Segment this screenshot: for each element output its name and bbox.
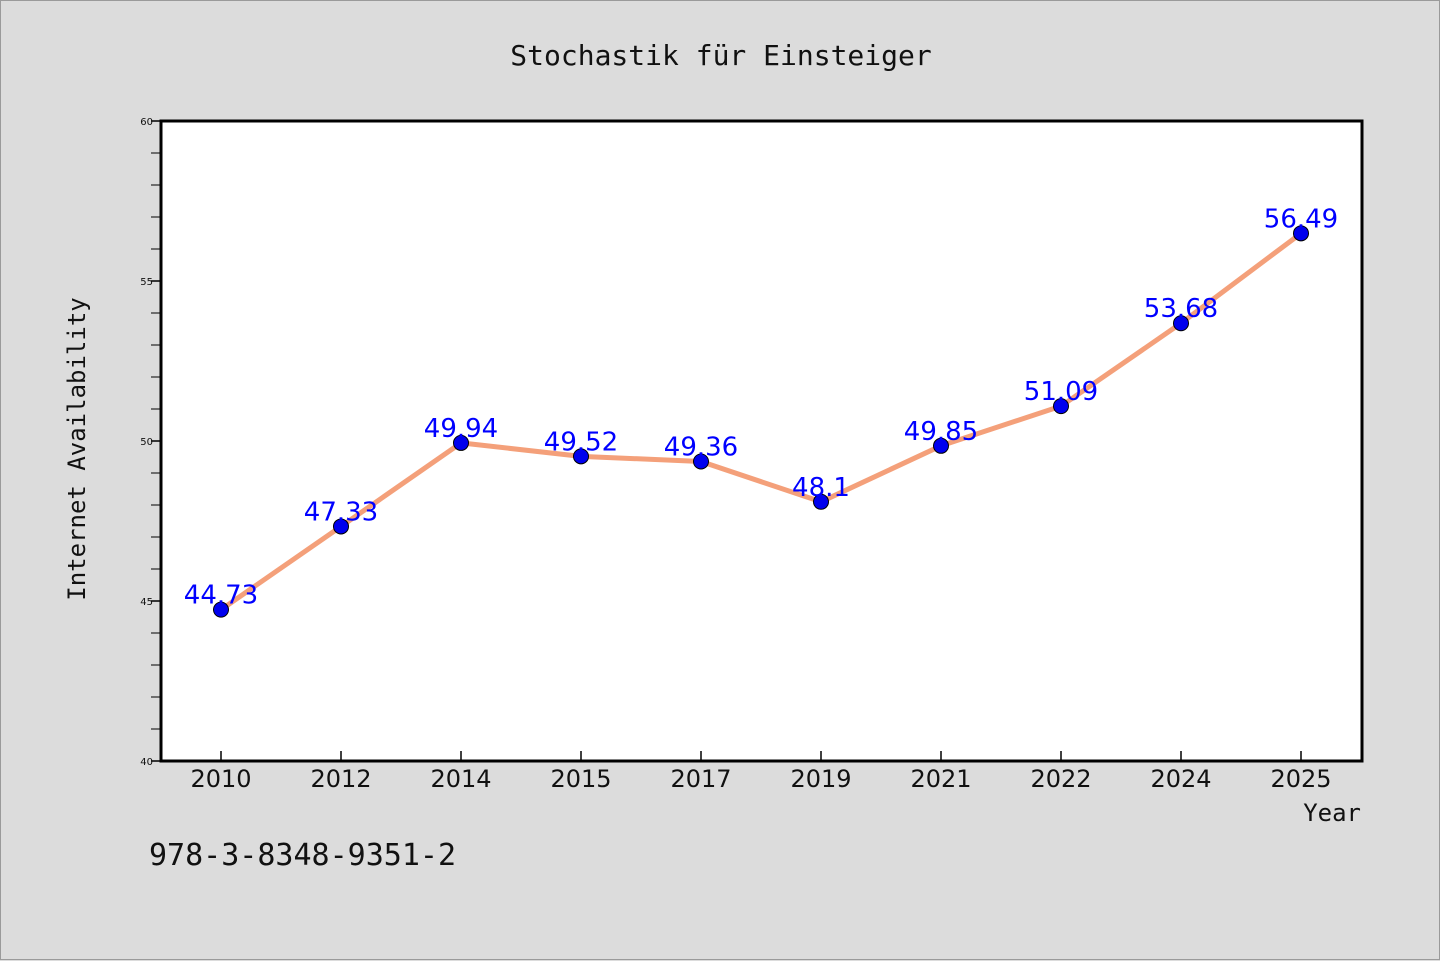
data-label: 49.94 [424, 414, 498, 444]
x-tick-label: 2010 [190, 765, 251, 793]
x-tick-label: 2025 [1270, 765, 1331, 793]
y-tick-label: 50 [140, 437, 153, 448]
data-label: 49.85 [904, 417, 978, 447]
data-label: 49.52 [544, 427, 618, 457]
series-line [218, 230, 1304, 613]
y-tick-label: 55 [140, 277, 153, 288]
y-tick-label: 40 [140, 757, 153, 768]
data-series: 44.73 47.33 49.94 49.52 49.36 48.1 49.85 51.09 5… [184, 204, 1338, 618]
data-point [1053, 398, 1069, 415]
y-tick-label: 45 [140, 597, 153, 608]
chart-title: Stochastik für Einsteiger [510, 39, 931, 72]
isbn-label: 978-3-8348-9351-2 [149, 838, 456, 873]
x-tick-label: 2015 [550, 765, 611, 793]
data-point [1173, 315, 1189, 332]
x-tick-label: 2014 [430, 765, 491, 793]
x-tick-label: 2021 [910, 765, 971, 793]
data-point [1293, 225, 1309, 242]
x-tick-label: 2022 [1030, 765, 1091, 793]
data-label: 49.36 [664, 432, 738, 462]
data-point [333, 518, 349, 535]
x-axis: 2010 2012 2014 2015 2017 2019 2021 2022 2024 2025 [190, 751, 1332, 793]
x-tick-label: 2017 [670, 765, 731, 793]
data-point [693, 453, 709, 470]
data-label: 48.1 [792, 473, 850, 503]
data-label: 47.33 [304, 497, 378, 527]
data-label: 51.09 [1024, 377, 1098, 407]
data-label: 53.68 [1144, 294, 1218, 324]
y-tick-label: 60 [140, 117, 153, 128]
data-point [453, 434, 469, 451]
x-tick-label: 2012 [310, 765, 371, 793]
data-point [813, 493, 829, 510]
y-axis: 40 45 50 55 60 [140, 117, 161, 768]
x-tick-label: 2019 [790, 765, 851, 793]
data-point [573, 448, 589, 465]
data-point [933, 437, 949, 454]
x-axis-title: Year [1303, 799, 1361, 827]
x-tick-label: 2024 [1150, 765, 1211, 793]
plot-area [159, 119, 1364, 763]
data-label: 44.73 [184, 581, 258, 611]
data-point [213, 601, 229, 618]
data-label: 56.49 [1264, 204, 1338, 234]
y-axis-title: Internet Availability [63, 297, 91, 600]
